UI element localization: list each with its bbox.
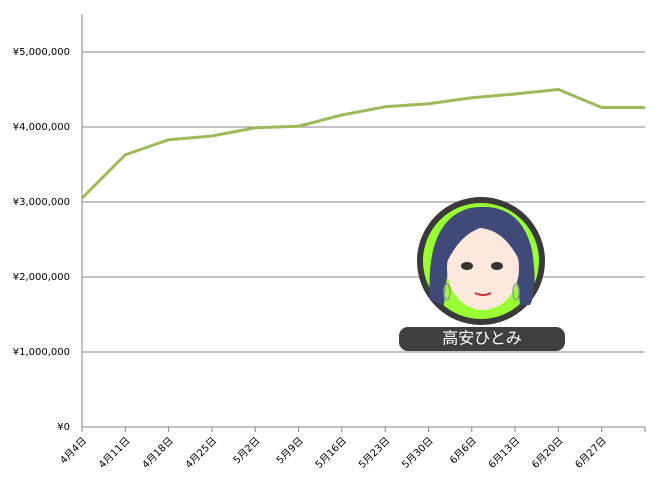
y-tick-label: ¥0 [57,422,70,433]
x-tick-label: 4月25日 [183,435,219,471]
y-tick-label: ¥3,000,000 [13,197,70,208]
x-tick-label: 6月13日 [486,435,522,471]
avatar: 高安ひとみ [399,197,565,351]
x-tick-label: 5月30日 [400,435,436,471]
x-tick-label: 6月20日 [529,435,565,471]
x-tick-label: 5月9日 [274,435,306,467]
x-tick-label: 5月23日 [356,435,392,471]
x-tick-label: 4月4日 [58,435,90,467]
y-tick-label: ¥5,000,000 [13,47,70,58]
y-tick-label: ¥4,000,000 [13,122,70,133]
x-tick-label: 4月18日 [140,435,176,471]
y-tick-label: ¥1,000,000 [13,347,70,358]
x-tick-label: 5月2日 [231,435,263,467]
x-tick-label: 4月11日 [96,435,132,471]
x-tick-label: 6月6日 [447,435,479,467]
line [80,88,645,200]
badge-name: 高安ひとみ [442,329,522,348]
x-tick-label: 5月16日 [313,435,349,471]
x-tick-label: 6月27日 [573,435,609,471]
y-tick-label: ¥2,000,000 [13,272,70,283]
